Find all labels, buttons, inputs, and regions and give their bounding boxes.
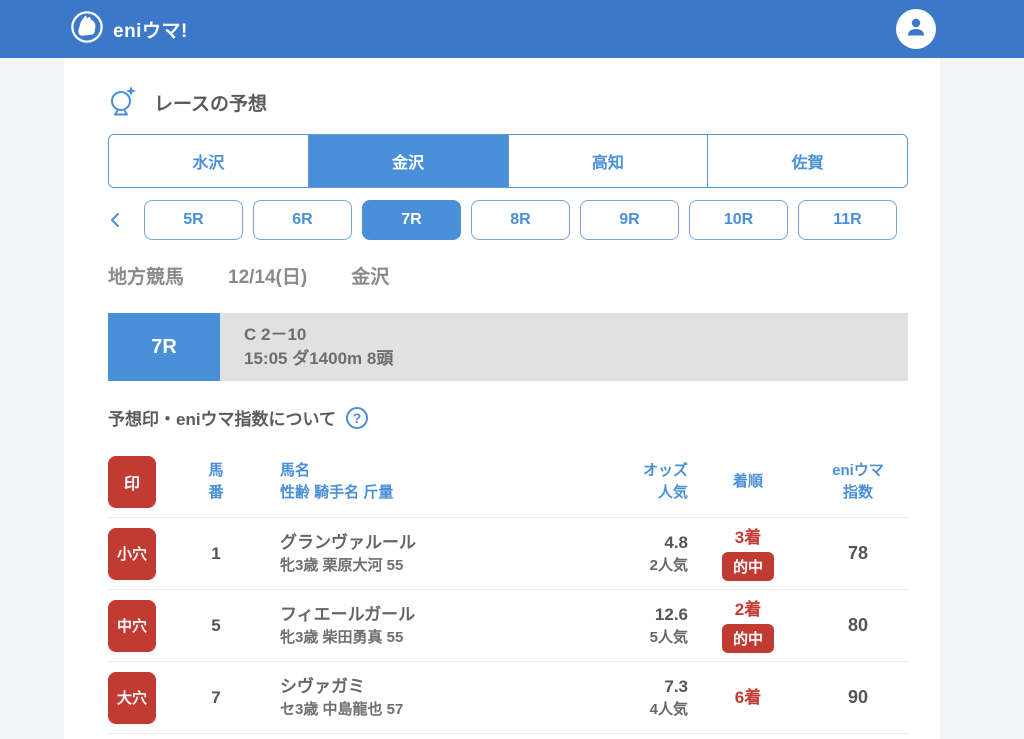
eni-uma-index: 80: [847, 615, 869, 635]
person-icon: [904, 15, 928, 44]
mark-badge: 大穴: [108, 671, 156, 724]
header-index: eniウマ 指数: [832, 461, 884, 501]
table-row: 大穴 7 シヴァガミ セ3歳 中島龍也 57 7.3 4人気 6着 90: [108, 662, 908, 734]
odds-value: 7.3: [664, 676, 688, 696]
tab-mizusawa[interactable]: 水沢: [109, 135, 308, 187]
horse-name: フィエールガール: [280, 604, 416, 624]
horse-icon: [70, 10, 104, 49]
odds-value: 4.8: [664, 532, 688, 552]
race-number-nav: 5R 6R 7R 8R 9R 10R 11R: [108, 200, 908, 240]
race-button-7r[interactable]: 7R: [362, 200, 461, 240]
popularity: 5人気: [649, 628, 688, 646]
header-horse-name: 馬名 性齢 騎手名 斤量: [280, 461, 394, 501]
tab-kanazawa[interactable]: 金沢: [307, 135, 508, 187]
race-button-5r[interactable]: 5R: [144, 200, 243, 240]
odds-value: 12.6: [654, 604, 688, 624]
table-row: 小穴 1 グランヴァルール 牝3歳 栗原大河 55 4.8 2人気 3着 的中 …: [108, 518, 908, 590]
crystal-ball-icon: [108, 84, 138, 121]
popularity: 4人気: [649, 700, 688, 718]
help-icon[interactable]: ?: [346, 406, 369, 429]
race-banner-number: 7R: [108, 313, 220, 381]
race-conditions: 15:05 ダ1400m 8頭: [244, 349, 394, 368]
content-card: レースの予想 水沢 金沢 高知 佐賀 5R 6R 7R 8R 9R 10R 11…: [64, 58, 940, 739]
user-avatar-button[interactable]: [896, 9, 936, 49]
page-title: レースの予想: [154, 93, 268, 115]
tab-saga[interactable]: 佐賀: [707, 135, 907, 187]
app-logo-text: eniウマ!: [113, 20, 188, 42]
race-banner-body: C 2－10 15:05 ダ1400m 8頭: [220, 313, 908, 381]
race-class-name: C 2－10: [244, 325, 307, 344]
info-label: 予想印・eniウマ指数について: [108, 410, 337, 429]
finish-rank: 6着: [734, 687, 762, 707]
race-banner: 7R C 2－10 15:05 ダ1400m 8頭: [108, 313, 908, 381]
mark-header-badge: 印: [108, 455, 156, 508]
horse-name: グランヴァルール: [280, 532, 416, 552]
header-mark: 印: [108, 455, 156, 508]
header-horse-number: 馬 番: [208, 461, 224, 501]
race-meta: 地方競馬 12/14(日) 金沢: [108, 262, 908, 289]
race-date: 12/14(日): [228, 267, 308, 288]
prediction-table: 印 馬 番 馬名 性齢 騎手名 斤量 オッズ 人気 着順 eniウマ 指数 小: [108, 446, 908, 734]
horse-profile: 牝3歳 柴田勇真 55: [280, 628, 404, 646]
table-header-row: 印 馬 番 馬名 性齢 騎手名 斤量 オッズ 人気 着順 eniウマ 指数: [108, 446, 908, 518]
race-button-11r[interactable]: 11R: [798, 200, 897, 240]
race-button-8r[interactable]: 8R: [471, 200, 570, 240]
mark-badge: 小穴: [108, 527, 156, 580]
chevron-left-icon[interactable]: [108, 211, 134, 229]
horse-profile: セ3歳 中島龍也 57: [280, 700, 404, 718]
horse-profile: 牝3歳 栗原大河 55: [280, 556, 404, 574]
race-category: 地方競馬: [108, 267, 185, 288]
header-odds: オッズ 人気: [642, 461, 688, 501]
race-venue: 金沢: [351, 267, 390, 288]
race-button-10r[interactable]: 10R: [689, 200, 788, 240]
horse-number: 1: [211, 543, 221, 563]
table-row: 中穴 5 フィエールガール 牝3歳 柴田勇真 55 12.6 5人気 2着 的中…: [108, 590, 908, 662]
app-logo[interactable]: eniウマ!: [70, 10, 188, 49]
section-title-row: レースの予想: [108, 84, 908, 121]
finish-rank: 2着: [734, 599, 762, 619]
tab-kochi[interactable]: 高知: [507, 135, 708, 187]
hit-badge: 的中: [721, 623, 774, 653]
header-rank: 着順: [732, 472, 763, 490]
app-header: eniウマ!: [0, 0, 1024, 58]
horse-name: シヴァガミ: [280, 676, 365, 696]
mark-badge: 中穴: [108, 599, 156, 652]
race-button-6r[interactable]: 6R: [253, 200, 352, 240]
eni-uma-index: 90: [847, 687, 869, 707]
popularity: 2人気: [649, 556, 688, 574]
venue-tab-bar: 水沢 金沢 高知 佐賀: [108, 134, 908, 188]
eni-uma-index: 78: [847, 543, 869, 563]
horse-number: 5: [211, 615, 221, 635]
race-button-9r[interactable]: 9R: [580, 200, 679, 240]
info-row: 予想印・eniウマ指数について ?: [108, 405, 908, 430]
hit-badge: 的中: [721, 551, 774, 581]
horse-number: 7: [211, 687, 221, 707]
finish-rank: 3着: [734, 527, 762, 547]
